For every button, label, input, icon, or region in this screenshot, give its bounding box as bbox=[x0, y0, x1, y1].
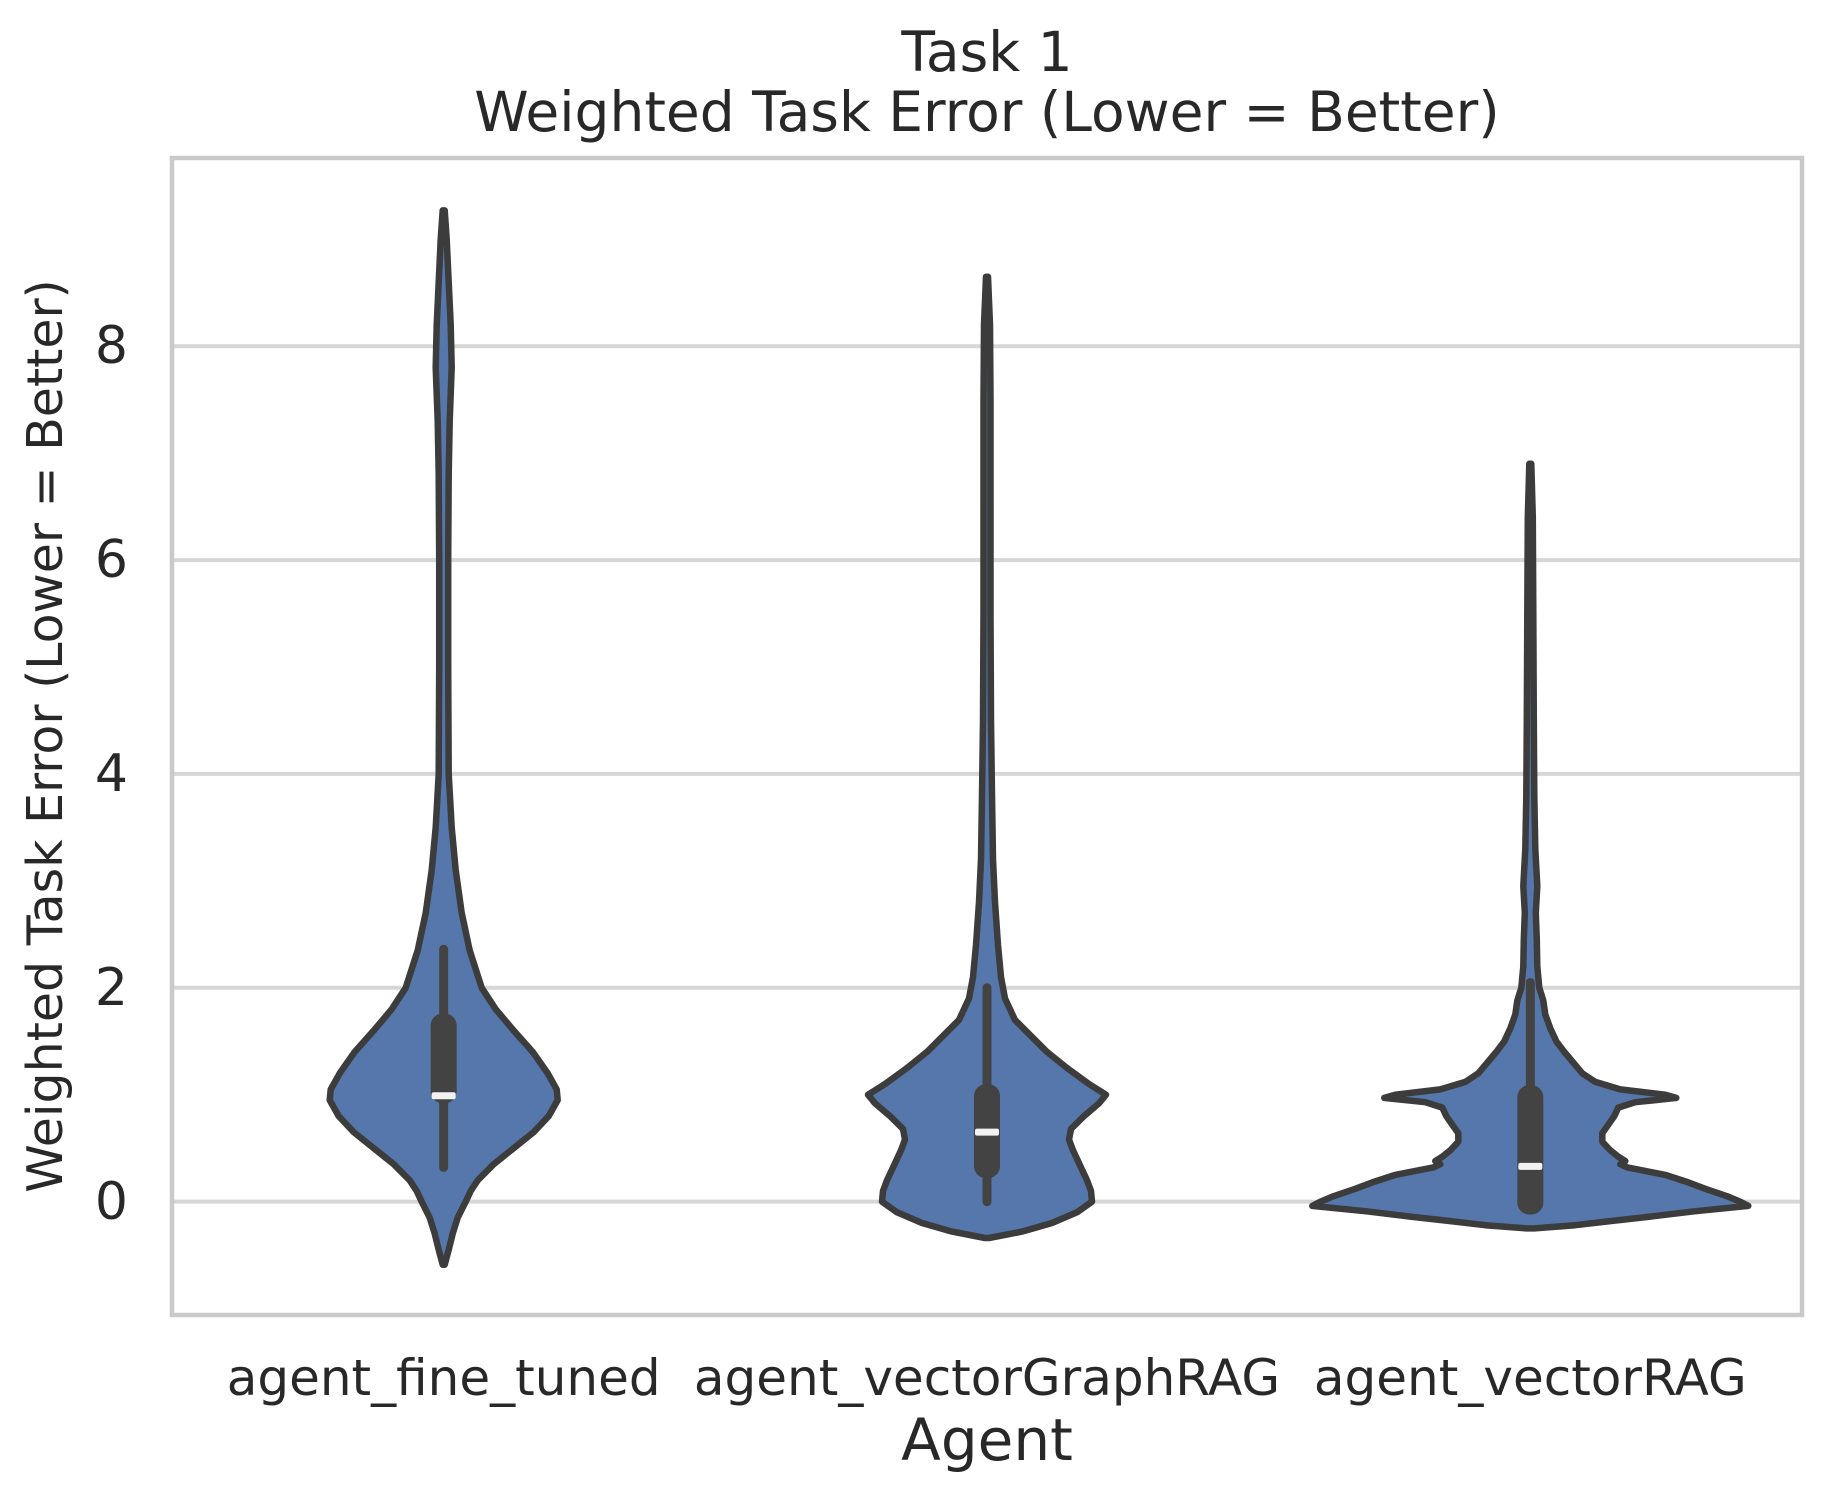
chart-title: Task 1 Weighted Task Error (Lower = Bett… bbox=[172, 22, 1802, 142]
x-axis-label: Agent bbox=[901, 1406, 1073, 1474]
y-tick-label-6: 6 bbox=[94, 530, 128, 591]
y-tick-label-4: 4 bbox=[94, 743, 128, 804]
median-line-agent_fine_tuned bbox=[431, 1092, 456, 1100]
violin-body-agent_vectorGraphRAG bbox=[864, 273, 1110, 1242]
y-tick-label-2: 2 bbox=[94, 957, 128, 1018]
iqr-box-agent_fine_tuned bbox=[430, 1013, 457, 1104]
chart-title-line2: Weighted Task Error (Lower = Better) bbox=[474, 80, 1500, 144]
x-tick-label-agent_vectorRAG: agent_vectorRAG bbox=[1313, 1349, 1747, 1407]
median-line-agent_vectorGraphRAG bbox=[975, 1128, 999, 1136]
chart-title-line1: Task 1 bbox=[901, 20, 1073, 84]
y-tick-label-8: 8 bbox=[94, 316, 128, 377]
median-line-agent_vectorRAG bbox=[1518, 1162, 1543, 1170]
violin-body-agent_fine_tuned bbox=[326, 207, 561, 1268]
violin-body-agent_vectorRAG bbox=[1309, 460, 1752, 1232]
x-tick-label-agent_fine_tuned: agent_fine_tuned bbox=[226, 1349, 661, 1407]
iqr-box-agent_vectorRAG bbox=[1517, 1085, 1544, 1215]
plot-frame bbox=[169, 155, 1805, 1318]
y-tick-label-0: 0 bbox=[94, 1171, 128, 1232]
x-tick-label-agent_vectorGraphRAG: agent_vectorGraphRAG bbox=[693, 1349, 1281, 1407]
